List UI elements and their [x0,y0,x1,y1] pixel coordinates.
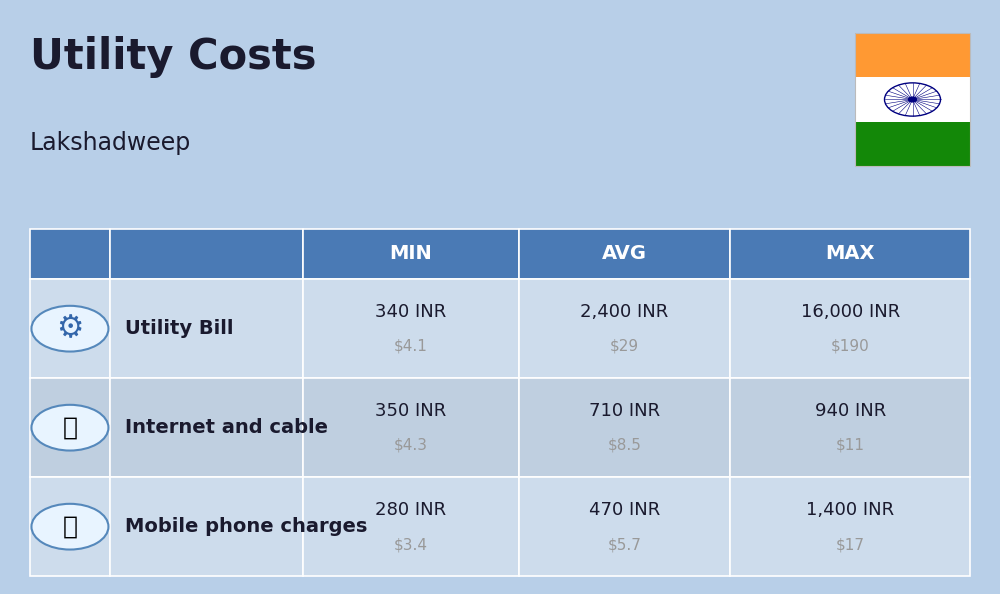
Bar [519,378,730,477]
Text: Mobile phone charges: Mobile phone charges [125,517,367,536]
Bar [303,229,519,279]
Bar [30,477,110,576]
Bar [855,77,970,122]
Bar [303,279,519,378]
Text: $17: $17 [836,537,865,552]
Text: 📱: 📱 [62,514,77,539]
Text: 📡: 📡 [62,416,77,440]
Text: $4.3: $4.3 [394,438,428,453]
Text: MIN: MIN [389,245,432,263]
Circle shape [908,97,916,102]
Bar [303,378,519,477]
Text: 710 INR: 710 INR [589,402,660,420]
Bar [730,279,970,378]
Text: $8.5: $8.5 [608,438,641,453]
Bar [303,477,519,576]
Text: $4.1: $4.1 [394,339,428,354]
Bar [519,279,730,378]
Bar [855,33,970,166]
Bar [730,477,970,576]
Text: 940 INR: 940 INR [815,402,886,420]
Bar [519,477,730,576]
Circle shape [31,306,108,352]
Text: AVG: AVG [602,245,647,263]
Text: $5.7: $5.7 [608,537,641,552]
Bar [110,378,303,477]
Text: Utility Bill: Utility Bill [125,319,233,338]
Bar [30,229,110,279]
Text: 2,400 INR: 2,400 INR [580,303,669,321]
Bar [519,229,730,279]
Text: Internet and cable: Internet and cable [125,418,328,437]
Text: 350 INR: 350 INR [375,402,446,420]
Circle shape [31,405,108,450]
Bar [30,378,110,477]
Bar [110,279,303,378]
Text: 340 INR: 340 INR [375,303,446,321]
Bar [730,378,970,477]
Text: 1,400 INR: 1,400 INR [806,501,894,519]
Bar [855,33,970,77]
Bar [30,279,110,378]
Text: 280 INR: 280 INR [375,501,446,519]
Text: $11: $11 [836,438,865,453]
Bar [110,229,303,279]
Text: $29: $29 [610,339,639,354]
Text: $190: $190 [831,339,870,354]
Bar [730,229,970,279]
Text: 470 INR: 470 INR [589,501,660,519]
Text: Utility Costs: Utility Costs [30,36,316,78]
Text: MAX: MAX [825,245,875,263]
Text: $3.4: $3.4 [394,537,428,552]
Bar [855,122,970,166]
Text: ⚙: ⚙ [56,314,84,343]
Text: Lakshadweep: Lakshadweep [30,131,191,154]
Text: 16,000 INR: 16,000 INR [801,303,900,321]
Circle shape [31,504,108,549]
Bar [110,477,303,576]
